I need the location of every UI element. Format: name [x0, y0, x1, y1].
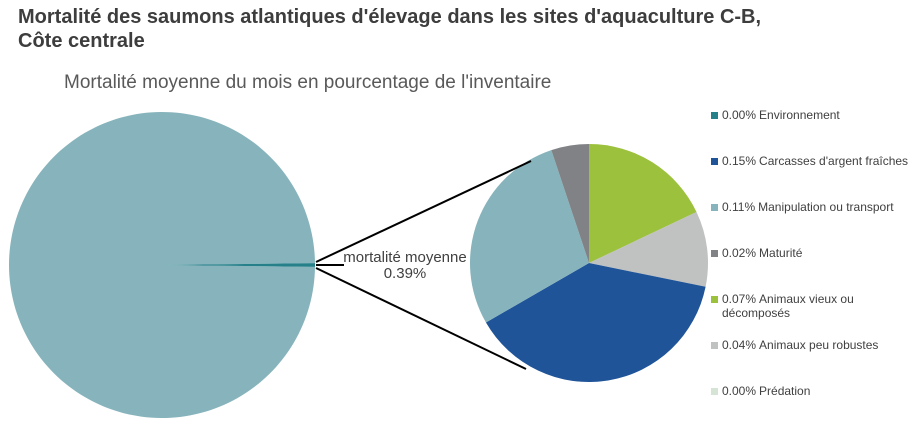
- legend-label: Animaux vieux ou décomposés: [722, 292, 854, 320]
- legend-label: Carcasses d'argent fraîches: [759, 154, 909, 168]
- legend-swatch-icon: [711, 250, 718, 257]
- legend-item-predation[interactable]: 0.00% Prédation: [708, 384, 921, 398]
- legend-swatch-icon: [711, 388, 718, 395]
- legend-label: Animaux peu robustes: [759, 338, 879, 352]
- legend-label: Environnement: [759, 108, 840, 122]
- legend-label: Prédation: [759, 384, 811, 398]
- legend-value: 0.11%: [722, 200, 756, 214]
- legend-value: 0.00%: [722, 108, 757, 122]
- legend-value: 0.15%: [722, 154, 757, 168]
- detail-pie-slice-maturite[interactable]: [551, 144, 589, 263]
- legend-swatch-icon: [711, 112, 718, 119]
- legend-value: 0.02%: [722, 246, 757, 260]
- legend-value: 0.04%: [722, 338, 757, 352]
- main-pie-slice-inventaire[interactable]: [9, 111, 315, 418]
- legend-label: Manipulation ou transport: [758, 200, 894, 214]
- legend-label: Maturité: [759, 246, 803, 260]
- detail-pie-slice-carcasses-d-argent-fraiches[interactable]: [485, 263, 706, 383]
- legend: 0.00% Environnement 0.15% Carcasses d'arge…: [708, 107, 921, 427]
- detail-pie-slice-animaux-vieux-ou-decomposes[interactable]: [589, 144, 697, 263]
- connector-line-upper: [315, 160, 532, 263]
- callout-text: mortalité moyenne: [343, 249, 467, 266]
- legend-item-maturite[interactable]: 0.02% Maturité: [708, 246, 921, 260]
- detail-pie-slice-manipulation-ou-transport[interactable]: [469, 150, 589, 323]
- callout-value: 0.39%: [383, 265, 427, 282]
- legend-swatch-icon: [711, 204, 718, 211]
- chart-subtitle: Mortalité moyenne du mois en pourcentage…: [64, 72, 552, 93]
- legend-swatch-icon: [711, 342, 718, 349]
- legend-item-environnement[interactable]: 0.00% Environnement: [708, 108, 921, 122]
- legend-item-animaux-peu-robustes[interactable]: 0.04% Animaux peu robustes: [708, 338, 921, 352]
- legend-item-manipulation[interactable]: 0.11% Manipulation ou transport: [708, 200, 921, 214]
- legend-item-carcasses[interactable]: 0.15% Carcasses d'argent fraîches: [708, 154, 921, 168]
- detail-pie-slice-animaux-peu-robustes[interactable]: [589, 211, 709, 287]
- main-pie-slice-mortalite-moyenne[interactable]: [162, 263, 316, 267]
- legend-item-animaux-vieux[interactable]: 0.07% Animaux vieux ou décomposés: [708, 292, 921, 320]
- legend-swatch-icon: [711, 296, 718, 303]
- legend-swatch-icon: [711, 158, 718, 165]
- legend-value: 0.00%: [722, 384, 757, 398]
- page-title: Mortalité des saumons atlantiques d'élev…: [18, 6, 762, 52]
- legend-value: 0.07%: [722, 292, 757, 306]
- callout-label: mortalité moyenne 0.39%: [343, 250, 467, 282]
- connector-line-lower: [315, 267, 527, 370]
